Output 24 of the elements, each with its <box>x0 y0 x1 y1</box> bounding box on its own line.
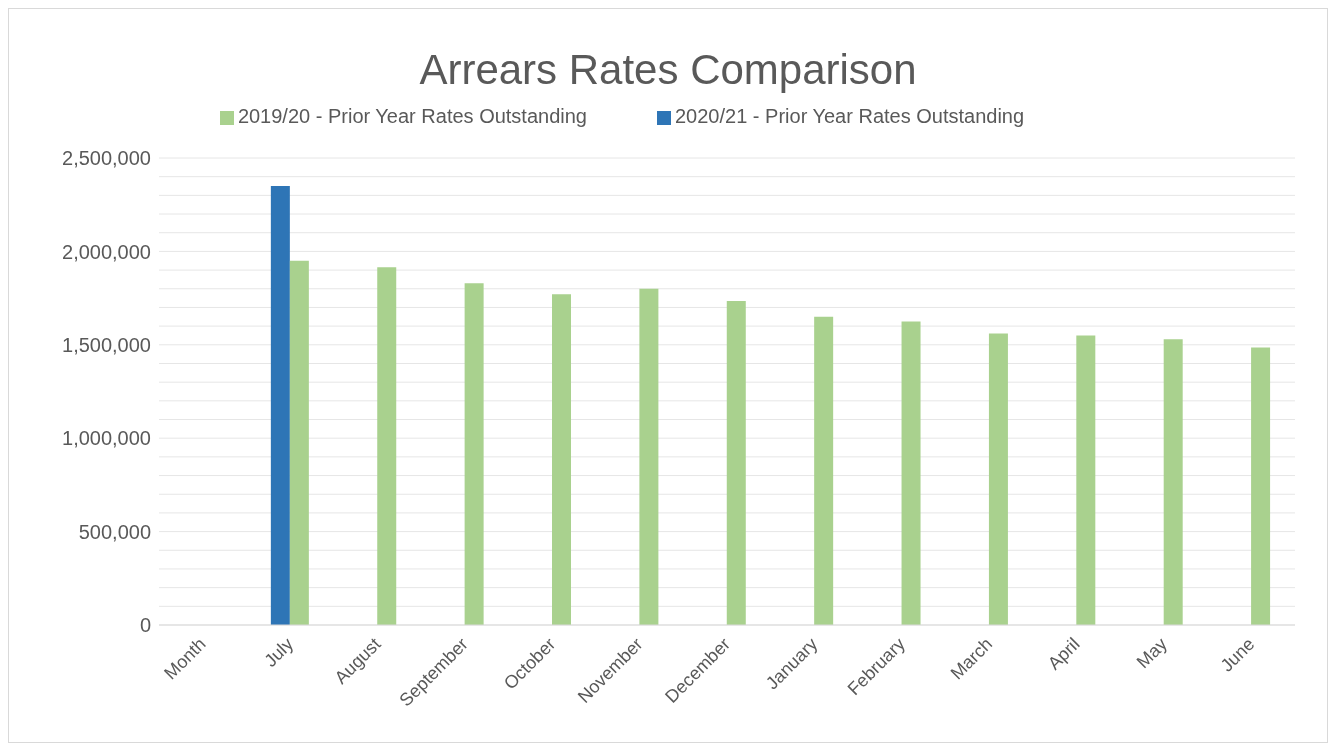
bar <box>1251 347 1271 625</box>
x-tick-label: May <box>1132 633 1171 673</box>
bar <box>726 300 746 625</box>
y-tick-label: 1,500,000 <box>62 333 151 356</box>
y-tick-label: 500,000 <box>78 520 151 543</box>
bar <box>1163 339 1183 625</box>
y-tick-label: 2,500,000 <box>62 147 151 170</box>
bar <box>988 333 1008 625</box>
y-tick-label: 2,000,000 <box>62 240 151 263</box>
bar <box>1076 335 1096 625</box>
legend-label: 2019/20 - Prior Year Rates Outstanding <box>237 105 587 127</box>
y-tick-label: 0 <box>139 614 151 637</box>
bar <box>270 186 290 625</box>
x-tick-label: July <box>260 633 298 671</box>
bar <box>377 267 397 625</box>
bar <box>552 294 572 625</box>
bar <box>289 260 309 625</box>
bar <box>901 321 921 625</box>
bar <box>639 288 659 625</box>
bar <box>814 316 834 625</box>
legend-label: 2020/21 - Prior Year Rates Outstanding <box>675 105 1025 127</box>
chart-title: Arrears Rates Comparison <box>418 45 918 95</box>
bar <box>464 283 484 625</box>
y-tick-label: 1,000,000 <box>62 427 151 450</box>
